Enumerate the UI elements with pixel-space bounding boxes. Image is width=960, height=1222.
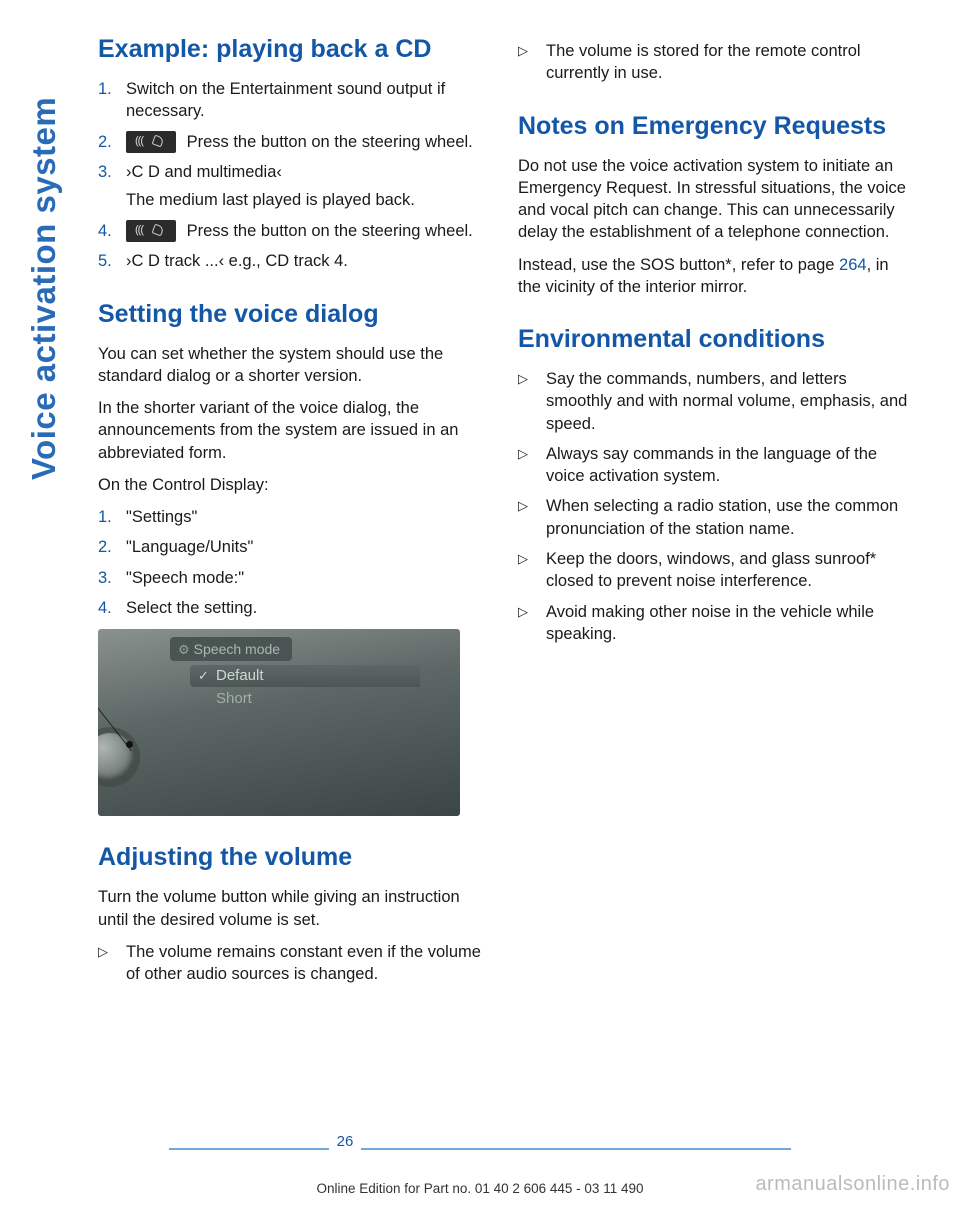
list-number: 3. xyxy=(98,161,126,212)
list-text: Press the button on the steering wheel. xyxy=(126,220,488,243)
section-side-label: Voice activation system xyxy=(22,97,67,480)
list-text: Say the commands, numbers, and letters s… xyxy=(546,368,908,435)
list-text-inner: Press the button on the steering wheel. xyxy=(182,133,473,151)
list-text: "Language/Units" xyxy=(126,536,488,558)
list-item: 3. ›C D and multimedia‹ The medium last … xyxy=(98,161,488,212)
list-number: 5. xyxy=(98,250,126,272)
list-text: The volume remains constant even if the … xyxy=(126,941,488,986)
gear-icon: ⚙ xyxy=(178,642,190,657)
list-number: 1. xyxy=(98,78,126,123)
triangle-bullet-icon: ▷ xyxy=(98,941,126,986)
text: Instead, use the SOS button*, refer to p… xyxy=(518,256,839,274)
footer-rule-left xyxy=(169,1148,329,1160)
example-cd-steps: 1. Switch on the Entertainment sound out… xyxy=(98,78,488,273)
triangle-bullet-icon: ▷ xyxy=(518,40,546,85)
list-text: The volume is stored for the remote cont… xyxy=(546,40,908,85)
list-item: 4.Select the setting. xyxy=(98,597,488,619)
page-content: Example: playing back a CD 1. Switch on … xyxy=(98,34,908,995)
list-number: 2. xyxy=(98,536,126,558)
list-number: 2. xyxy=(98,131,126,154)
list-text: "Settings" xyxy=(126,506,488,528)
voice-button-icon xyxy=(126,131,176,153)
screenshot-option: Short xyxy=(190,688,420,710)
paragraph: Turn the volume button while giving an i… xyxy=(98,886,488,931)
screenshot-option-selected: Default xyxy=(190,665,420,687)
list-text: Always say commands in the language of t… xyxy=(546,443,908,488)
control-display-screenshot: ⚙ Speech mode Default Short xyxy=(98,629,460,816)
list-item: 3."Speech mode:" xyxy=(98,567,488,589)
page-number: 26 xyxy=(329,1132,362,1154)
list-item: 4. Press the button on the steering whee… xyxy=(98,220,488,243)
list-text: Select the setting. xyxy=(126,597,488,619)
heading-example-cd: Example: playing back a CD xyxy=(98,34,488,64)
list-text: ›C D track ...‹ e.g., CD track 4. xyxy=(126,250,488,272)
paragraph: You can set whether the system should us… xyxy=(98,343,488,388)
triangle-bullet-icon: ▷ xyxy=(518,495,546,540)
footer-rule-right xyxy=(361,1148,791,1160)
list-item: ▷The volume is stored for the remote con… xyxy=(518,40,908,85)
list-text: "Speech mode:" xyxy=(126,567,488,589)
paragraph: Instead, use the SOS button*, refer to p… xyxy=(518,254,908,299)
list-item: 5. ›C D track ...‹ e.g., CD track 4. xyxy=(98,250,488,272)
watermark: armanualsonline.info xyxy=(755,1171,950,1198)
voice-button-icon xyxy=(126,220,176,242)
heading-env-conditions: Environmental conditions xyxy=(518,324,908,354)
list-text: Press the button on the steering wheel. xyxy=(126,131,488,154)
list-item: 1. Switch on the Entertainment sound out… xyxy=(98,78,488,123)
triangle-bullet-icon: ▷ xyxy=(518,368,546,435)
page-number-bar: 26 xyxy=(0,1138,960,1160)
list-item: ▷The volume remains constant even if the… xyxy=(98,941,488,986)
paragraph: Do not use the voice activation system t… xyxy=(518,155,908,244)
list-subtext: The medium last played is played back. xyxy=(126,189,488,211)
volume-bullets-cont: ▷The volume is stored for the remote con… xyxy=(518,40,908,85)
heading-emergency: Notes on Emergency Requests xyxy=(518,111,908,141)
voice-command: ›C D and multimedia‹ xyxy=(126,163,282,181)
list-item: 2. Press the button on the steering whee… xyxy=(98,131,488,154)
screenshot-header: ⚙ Speech mode xyxy=(170,637,292,661)
list-item: ▷Say the commands, numbers, and letters … xyxy=(518,368,908,435)
list-number: 4. xyxy=(98,220,126,243)
env-bullets: ▷Say the commands, numbers, and letters … xyxy=(518,368,908,645)
list-item: 2."Language/Units" xyxy=(98,536,488,558)
triangle-bullet-icon: ▷ xyxy=(518,548,546,593)
list-text: Switch on the Entertainment sound output… xyxy=(126,78,488,123)
voice-dialog-steps: 1."Settings" 2."Language/Units" 3."Speec… xyxy=(98,506,488,619)
left-column: Example: playing back a CD 1. Switch on … xyxy=(98,34,488,995)
heading-adjust-volume: Adjusting the volume xyxy=(98,842,488,872)
heading-voice-dialog: Setting the voice dialog xyxy=(98,299,488,329)
paragraph: On the Control Display: xyxy=(98,474,488,496)
screenshot-header-text: Speech mode xyxy=(194,641,280,657)
list-number: 4. xyxy=(98,597,126,619)
list-item: ▷Keep the doors, windows, and glass sunr… xyxy=(518,548,908,593)
right-column: ▷The volume is stored for the remote con… xyxy=(518,34,908,995)
volume-bullets: ▷The volume remains constant even if the… xyxy=(98,941,488,986)
list-number: 3. xyxy=(98,567,126,589)
list-number: 1. xyxy=(98,506,126,528)
page-ref-link[interactable]: 264 xyxy=(839,256,867,274)
list-item: ▷When selecting a radio station, use the… xyxy=(518,495,908,540)
triangle-bullet-icon: ▷ xyxy=(518,443,546,488)
list-text: When selecting a radio station, use the … xyxy=(546,495,908,540)
list-text: Avoid making other noise in the vehicle … xyxy=(546,601,908,646)
triangle-bullet-icon: ▷ xyxy=(518,601,546,646)
list-text: Keep the doors, windows, and glass sunro… xyxy=(546,548,908,593)
list-item: 1."Settings" xyxy=(98,506,488,528)
list-item: ▷Always say commands in the language of … xyxy=(518,443,908,488)
paragraph: In the shorter variant of the voice dial… xyxy=(98,397,488,464)
list-text: ›C D and multimedia‹ The medium last pla… xyxy=(126,161,488,212)
list-text-inner: Press the button on the steering wheel. xyxy=(182,222,473,240)
list-item: ▷Avoid making other noise in the vehicle… xyxy=(518,601,908,646)
